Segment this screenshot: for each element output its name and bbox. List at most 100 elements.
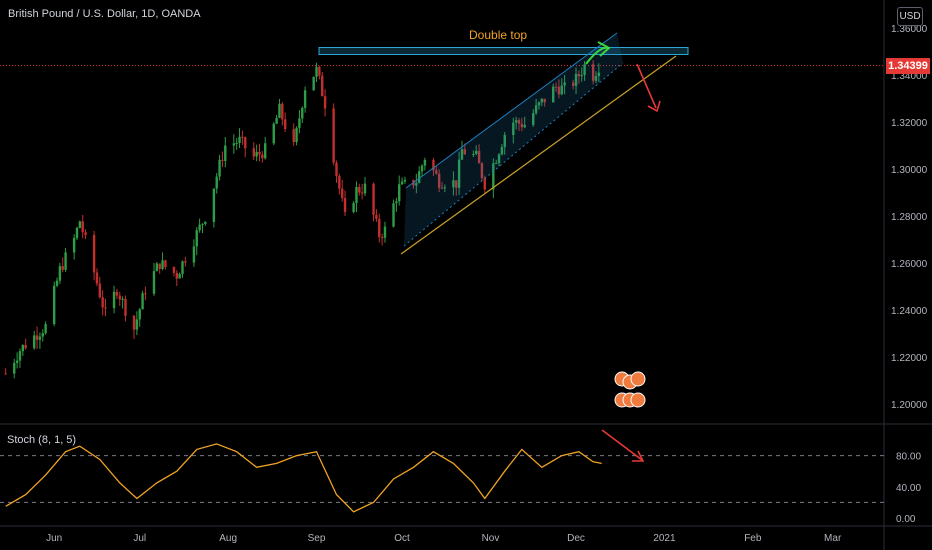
candle-body [500,147,504,155]
candle-body [321,75,324,97]
candle-body [35,335,39,340]
time-tick-label: Sep [308,533,326,544]
candle-body [78,221,82,228]
candle-body [537,102,541,106]
stoch-title: Stoch (8, 1, 5) [7,434,77,446]
rising-channel [404,33,623,246]
candle-body [552,86,555,103]
candle-body [44,324,47,334]
price-tick-label: 1.30000 [891,165,928,176]
price-tick-label: 1.32000 [891,118,928,129]
candle-body [4,373,7,375]
candle-body [415,182,418,186]
candle-body [512,122,515,135]
candle-body [201,223,204,225]
candle-body [343,198,347,213]
candle-body [278,103,281,118]
candle-body [378,218,381,238]
candle-body [435,170,438,174]
candle-body [358,186,361,193]
candle-body [261,154,264,159]
price-tick-label: 1.34000 [891,71,928,82]
candle-body [534,105,538,114]
candle-body [543,98,546,103]
candle-body [232,143,236,146]
candle-body [135,319,139,330]
candle-body [158,263,161,269]
stoch-bearish-arrow-head [632,450,645,462]
candle-body [315,66,318,77]
candle-body [440,187,444,189]
candle-body [81,221,84,233]
candle-body [560,85,563,95]
candle-body [323,96,327,109]
candle-body [457,159,461,188]
candle-body [101,297,104,308]
stoch-tick-label: 80.00 [896,452,921,463]
candle-body [557,86,561,95]
candle-body [301,107,304,119]
candle-body [497,154,501,164]
candle-body [275,117,278,124]
candle-body [492,163,495,190]
candle-body [172,267,176,273]
candle-body [523,124,526,128]
candle-body [192,246,196,263]
candle-body [64,252,67,270]
currency-button[interactable]: USD [897,7,923,26]
bearish-arrow [636,63,657,109]
candle-body [452,180,455,188]
time-tick-label: Aug [219,533,237,544]
candle-body [18,351,22,361]
candle-body [118,295,121,300]
candle-body [13,362,16,374]
candle-body [24,344,27,349]
stoch-bearish-arrow [601,429,643,461]
candle-body [540,98,544,103]
bullish-arrow-head [597,41,611,57]
candle-body [332,108,335,163]
time-tick-label: Mar [824,533,842,544]
candle-body [92,234,96,273]
bearish-arrow-head [647,100,661,113]
candle-body [124,298,127,316]
candle-body [144,293,147,295]
candle-body [398,184,401,202]
candle-body [494,163,498,165]
time-tick-label: Jul [133,533,146,544]
candle-body [218,159,221,177]
candle-body [72,238,76,253]
stoch-tick-label: 0.00 [896,514,916,525]
channel-upper-line [405,32,618,189]
candle-body [443,187,447,189]
candle-body [475,150,478,155]
candle-body [583,64,586,75]
candle-body [115,291,119,296]
candle-body [403,179,407,182]
candle-body [112,291,116,309]
candle-body [255,151,258,157]
candle-body [272,123,275,144]
candle-body [235,142,238,144]
candle-body [463,149,467,155]
candle-body [75,227,79,239]
candle-body [340,188,344,199]
price-tick-label: 1.36000 [891,24,928,35]
stoch-line [5,443,602,513]
candle-body [155,263,159,272]
event-marker [630,371,646,387]
candle-body [164,260,167,268]
candle-body [372,183,375,215]
price-tick-label: 1.22000 [891,353,928,364]
candle-body [98,283,102,298]
pattern-label: Double top [469,28,528,42]
candle-body [392,203,395,227]
price-tick-label: 1.20000 [891,400,928,411]
candle-body [312,76,315,91]
event-marker [630,392,646,408]
candle-body [355,186,358,204]
candle-body [104,307,107,309]
candle-body [517,120,521,124]
candle-body [195,230,198,247]
